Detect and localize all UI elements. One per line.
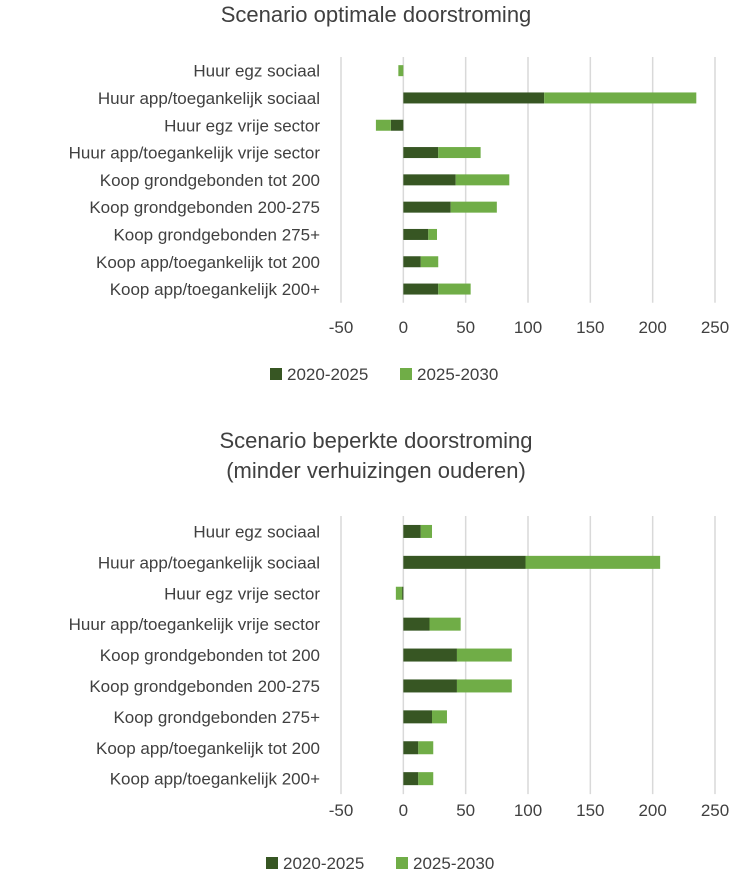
legend-swatch: [270, 368, 282, 380]
x-tick-label: 0: [399, 801, 408, 820]
bar-segment: [403, 555, 526, 569]
bar-segment: [438, 283, 471, 295]
category-label: Koop grondgebonden tot 200: [100, 171, 320, 190]
bar-segment: [544, 92, 697, 104]
bar-segment: [403, 679, 457, 693]
bar-segment: [403, 201, 451, 213]
chart-plot-optimale: -50 0 50 100 150 200 250 Huur egz sociaal Huur a…: [69, 57, 729, 384]
chart-beperkte: Scenario beperkte doorstroming (minder v…: [0, 420, 752, 896]
category-label: Koop app/toegankelijk 200+: [110, 770, 320, 789]
chart-title-beperkte: Scenario beperkte doorstroming (minder v…: [0, 426, 752, 486]
x-tick-label: 50: [456, 801, 475, 820]
category-label: Huur egz sociaal: [193, 62, 320, 81]
x-tick-label: 250: [701, 318, 729, 337]
x-tick-label: 150: [576, 801, 604, 820]
bar-segment: [403, 174, 456, 186]
category-label: Koop app/toegankelijk 200+: [110, 280, 320, 299]
bar-segment: [418, 741, 434, 755]
legend-swatch: [400, 368, 412, 380]
chart-title-line: Scenario optimale doorstroming: [220, 2, 532, 27]
bar-segment: [402, 586, 404, 600]
bar-segment: [403, 283, 439, 295]
category-label: Koop grondgebonden 200-275: [89, 677, 320, 696]
x-tick-label: 200: [638, 318, 666, 337]
bar-segment: [455, 174, 510, 186]
bar-segment: [438, 147, 481, 159]
bar-segment: [429, 617, 461, 631]
bar-segment: [403, 92, 545, 104]
category-label: Koop app/toegankelijk tot 200: [96, 739, 320, 758]
bar-segment: [456, 679, 512, 693]
legend-label: 2020-2025: [287, 365, 368, 384]
chart-plot-beperkte: -50 0 50 100 150 200 250 Huur egz sociaal Huur a…: [69, 516, 729, 873]
bar-segment: [403, 524, 421, 538]
x-tick-label: 100: [514, 318, 542, 337]
bar-segment: [450, 201, 497, 213]
bar-segment: [525, 555, 661, 569]
category-label: Huur egz vrije sector: [164, 584, 320, 603]
bar-segment: [420, 524, 433, 538]
bar-segment: [428, 228, 437, 240]
bar-segment: [403, 741, 419, 755]
category-label: Huur app/toegankelijk vrije sector: [69, 615, 321, 634]
category-label: Huur egz sociaal: [193, 522, 320, 541]
bar-segment: [432, 710, 447, 724]
legend-label: 2020-2025: [283, 854, 364, 873]
legend-swatch: [266, 857, 278, 869]
chart-optimale: Scenario optimale doorstroming -50 0 50 100…: [0, 0, 752, 400]
bar-segment: [390, 119, 404, 131]
bar-segment: [403, 772, 419, 786]
chart-title-line: (minder verhuizingen ouderen): [226, 458, 526, 483]
category-label: Koop app/toegankelijk tot 200: [96, 253, 320, 272]
bar-segment: [403, 256, 421, 268]
bar-segment: [403, 228, 429, 240]
bar-segment: [420, 256, 439, 268]
chart-title-line: Scenario beperkte doorstroming: [219, 428, 533, 453]
bar-segment: [418, 772, 434, 786]
x-tick-label: -50: [329, 801, 354, 820]
x-tick-label: 200: [638, 801, 666, 820]
bar-segment: [456, 648, 512, 662]
x-tick-label: 100: [514, 801, 542, 820]
x-tick-label: 0: [399, 318, 408, 337]
legend-label: 2025-2030: [417, 365, 498, 384]
bar-segment: [375, 119, 391, 131]
legend-label: 2025-2030: [413, 854, 494, 873]
bar-segment: [403, 710, 433, 724]
bar-segment: [398, 65, 404, 77]
bar-segment: [403, 617, 430, 631]
category-label: Koop grondgebonden 200-275: [89, 198, 320, 217]
bar-segment: [403, 648, 457, 662]
x-tick-label: -50: [329, 318, 354, 337]
category-label: Huur app/toegankelijk vrije sector: [69, 144, 321, 163]
x-tick-label: 150: [576, 318, 604, 337]
category-label: Koop grondgebonden tot 200: [100, 646, 320, 665]
category-label: Huur app/toegankelijk sociaal: [98, 553, 320, 572]
category-label: Huur app/toegankelijk sociaal: [98, 89, 320, 108]
legend-swatch: [396, 857, 408, 869]
bar-segment: [403, 147, 439, 159]
category-label: Koop grondgebonden 275+: [113, 225, 320, 244]
chart-title-optimale: Scenario optimale doorstroming: [0, 0, 752, 30]
x-tick-label: 250: [701, 801, 729, 820]
bar-segment: [395, 586, 403, 600]
x-tick-label: 50: [456, 318, 475, 337]
category-label: Huur egz vrije sector: [164, 116, 320, 135]
category-label: Koop grondgebonden 275+: [113, 708, 320, 727]
